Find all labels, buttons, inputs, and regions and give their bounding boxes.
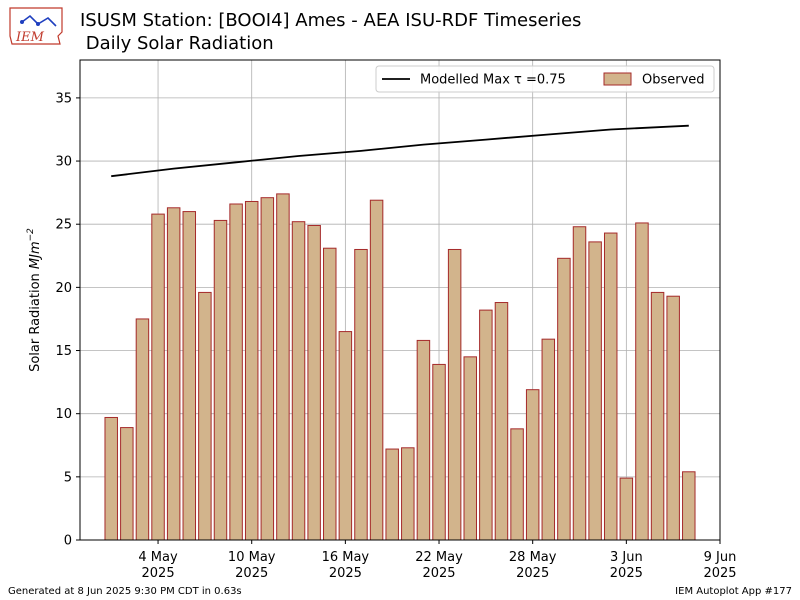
line-layer — [111, 124, 689, 178]
legend-label-modelled: Modelled Max τ =0.75 — [420, 73, 566, 88]
observed-bar — [557, 257, 571, 541]
observed-bar — [635, 222, 649, 541]
y-axis-label: Solar Radiation MJm−2 — [26, 228, 43, 372]
x-tick-label: 3 Jun — [610, 550, 643, 565]
chart-title-line1: ISUSM Station: [BOOI4] Ames - AEA ISU-RD… — [80, 10, 582, 31]
x-tick-label: 16 May — [322, 550, 370, 565]
observed-bar — [229, 203, 243, 541]
logo-text: IEM — [15, 30, 45, 45]
x-tick-label: 9 Jun — [704, 550, 737, 565]
observed-bar — [291, 221, 306, 541]
x-tick-label-year: 2025 — [516, 566, 549, 581]
x-tick-label-year: 2025 — [329, 566, 362, 581]
chart-title-line2: Daily Solar Radiation — [80, 33, 274, 54]
footer-generated-text: Generated at 8 Jun 2025 9:30 PM CDT in 0… — [8, 586, 242, 597]
observed-bar — [276, 193, 290, 541]
observed-bar — [432, 363, 446, 541]
observed-bar — [416, 339, 431, 541]
observed-bar — [213, 219, 228, 541]
x-tick-label: 10 May — [228, 550, 276, 565]
observed-bar — [603, 232, 618, 541]
x-tick-label: 4 May — [138, 550, 178, 565]
observed-bar — [166, 207, 181, 541]
legend: Modelled Max τ =0.75 Observed — [375, 65, 715, 93]
footer-app-text: IEM Autoplot App #177 — [675, 586, 792, 597]
x-tick-label: 28 May — [509, 550, 557, 565]
observed-bar — [354, 248, 368, 541]
observed-bar — [369, 199, 384, 541]
y-tick-label: 10 — [55, 407, 72, 422]
observed-bar — [525, 389, 540, 541]
bars-layer — [104, 193, 696, 541]
y-tick-label: 0 — [64, 534, 72, 549]
x-tick-label-year: 2025 — [235, 566, 268, 581]
y-tick-label: 20 — [55, 281, 72, 296]
observed-bar — [135, 318, 150, 541]
observed-bar — [494, 302, 509, 541]
observed-bar — [650, 291, 665, 541]
y-tick-label: 15 — [55, 344, 72, 359]
x-tick-label-year: 2025 — [610, 566, 643, 581]
x-tick-label-year: 2025 — [422, 566, 455, 581]
observed-bar — [572, 226, 587, 541]
x-tick-label-year: 2025 — [703, 566, 736, 581]
x-tick-label: 22 May — [415, 550, 463, 565]
observed-bar — [666, 295, 680, 541]
legend-bar-swatch — [603, 72, 632, 86]
observed-bar — [260, 197, 275, 541]
observed-bar — [447, 248, 462, 541]
y-axis-unit: MJm — [28, 241, 43, 269]
observed-bar — [244, 200, 259, 541]
observed-bar — [151, 213, 165, 541]
observed-bar — [385, 448, 399, 541]
observed-bar — [510, 428, 524, 541]
observed-bar — [463, 356, 477, 541]
observed-bar — [619, 477, 634, 541]
observed-bar — [323, 247, 337, 541]
observed-bar — [479, 309, 493, 541]
iem-logo: IEM — [9, 7, 63, 45]
observed-bar — [104, 416, 118, 541]
observed-bar — [198, 291, 212, 541]
y-axis-unit-exponent: −2 — [26, 228, 36, 242]
observed-bar — [182, 211, 197, 541]
observed-bar — [307, 224, 321, 541]
plot-frame — [79, 59, 721, 541]
observed-bar — [682, 471, 696, 541]
y-tick-label: 25 — [55, 218, 72, 233]
observed-bar — [401, 447, 415, 541]
observed-bar — [120, 427, 134, 541]
y-tick-label: 35 — [55, 91, 72, 106]
observed-bar — [541, 338, 556, 541]
legend-label-observed: Observed — [642, 73, 705, 88]
x-tick-label-year: 2025 — [142, 566, 175, 581]
observed-bar — [338, 331, 353, 541]
y-tick-label: 5 — [64, 470, 72, 485]
modelled-max-line — [111, 124, 689, 178]
y-tick-label: 30 — [55, 155, 72, 170]
observed-bar — [588, 241, 602, 541]
